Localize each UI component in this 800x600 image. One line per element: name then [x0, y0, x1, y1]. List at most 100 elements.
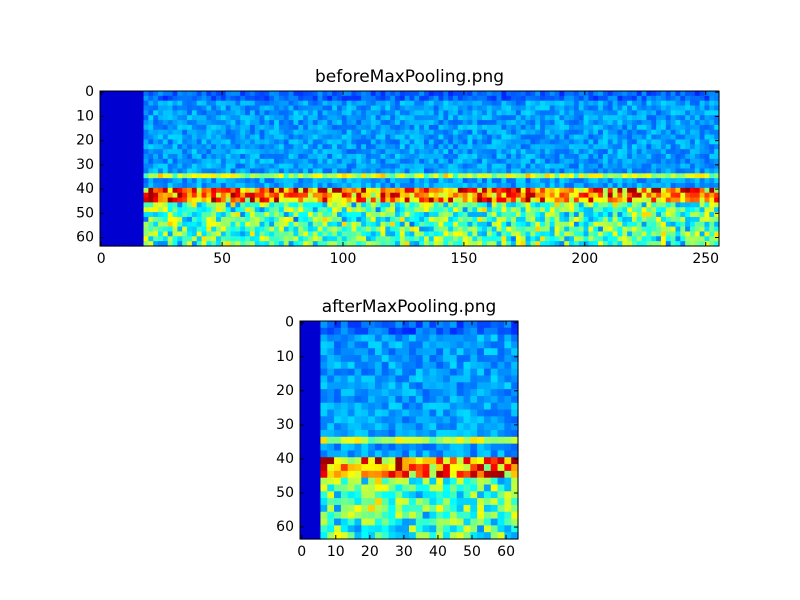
image-cell — [307, 226, 314, 233]
image-cell — [535, 178, 541, 184]
image-cell — [100, 91, 106, 97]
image-cell — [549, 207, 556, 213]
image-cell — [148, 139, 154, 145]
image-cell — [651, 158, 657, 165]
image-cell — [602, 173, 609, 179]
image-cell — [409, 436, 417, 445]
image-cell — [544, 221, 551, 228]
image-cell — [158, 216, 164, 223]
image-cell — [119, 192, 125, 199]
image-cell — [428, 115, 435, 121]
image-cell — [220, 158, 227, 165]
image-cell — [196, 144, 203, 150]
image-cell — [704, 144, 710, 150]
image-cell — [167, 216, 174, 223]
image-cell — [307, 163, 314, 170]
image-cell — [399, 192, 406, 199]
image-cell — [583, 100, 590, 107]
image-cell — [453, 149, 459, 155]
image-cell — [119, 134, 125, 141]
image-cell — [162, 173, 169, 179]
image-cell — [665, 207, 672, 213]
image-cell — [535, 110, 541, 116]
image-cell — [361, 327, 369, 336]
image-cell — [483, 321, 492, 329]
image-cell — [656, 231, 662, 237]
image-cell — [332, 221, 338, 228]
image-cell — [167, 207, 174, 213]
image-cell — [388, 423, 396, 431]
image-cell — [564, 192, 570, 199]
image-cell — [607, 207, 614, 213]
image-cell — [365, 144, 372, 150]
image-cell — [124, 207, 130, 213]
image-cell — [245, 115, 251, 121]
image-cell — [449, 484, 458, 492]
image-cell — [433, 158, 440, 165]
image-cell — [133, 226, 140, 233]
image-cell — [463, 430, 471, 438]
image-cell — [491, 120, 498, 126]
image-cell — [704, 91, 710, 97]
image-cell — [414, 124, 420, 131]
image-cell — [119, 110, 125, 116]
image-cell — [525, 236, 531, 242]
image-cell — [449, 389, 458, 397]
image-cell — [133, 178, 140, 184]
image-cell — [559, 105, 565, 111]
image-cell — [525, 187, 531, 194]
image-cell — [622, 183, 628, 189]
image-cell — [124, 241, 130, 247]
image-cell — [124, 110, 130, 116]
image-cell — [245, 178, 251, 184]
image-cell — [288, 207, 295, 213]
image-cell — [230, 153, 237, 160]
image-cell — [651, 187, 657, 194]
image-cell — [564, 231, 570, 237]
image-cell — [388, 498, 396, 506]
image-cell — [341, 153, 348, 160]
image-cell — [443, 423, 451, 431]
image-cell — [636, 149, 643, 155]
image-cell — [300, 457, 308, 465]
image-cell — [216, 105, 222, 111]
image-cell — [438, 216, 444, 223]
image-cell — [433, 139, 440, 145]
image-cell — [472, 178, 478, 184]
image-cell — [191, 158, 198, 165]
image-cell — [704, 110, 710, 116]
image-cell — [506, 139, 512, 145]
image-cell — [374, 355, 383, 363]
image-cell — [312, 100, 319, 107]
image-cell — [191, 216, 198, 223]
image-cell — [240, 139, 246, 145]
image-cell — [428, 105, 435, 111]
image-cell — [129, 139, 135, 145]
image-cell — [443, 153, 449, 160]
image-cell — [429, 450, 437, 458]
image-cell — [336, 139, 343, 145]
image-cell — [588, 178, 594, 184]
image-cell — [361, 178, 367, 184]
image-cell — [354, 334, 362, 343]
image-cell — [670, 129, 677, 136]
image-cell — [153, 149, 159, 155]
image-cell — [530, 149, 536, 155]
image-cell — [206, 216, 212, 223]
image-cell — [665, 241, 672, 247]
image-cell — [138, 124, 145, 131]
image-cell — [312, 202, 319, 208]
image-cell — [443, 477, 451, 486]
image-cell — [463, 498, 471, 506]
image-cell — [482, 178, 488, 184]
image-cell — [322, 91, 328, 97]
image-cell — [515, 202, 522, 208]
image-cell — [477, 321, 485, 329]
image-cell — [354, 375, 362, 383]
image-cell — [462, 105, 469, 111]
image-cell — [602, 187, 609, 194]
image-cell — [322, 153, 328, 160]
image-cell — [631, 105, 638, 111]
image-cell — [704, 149, 710, 155]
image-cell — [689, 168, 696, 174]
